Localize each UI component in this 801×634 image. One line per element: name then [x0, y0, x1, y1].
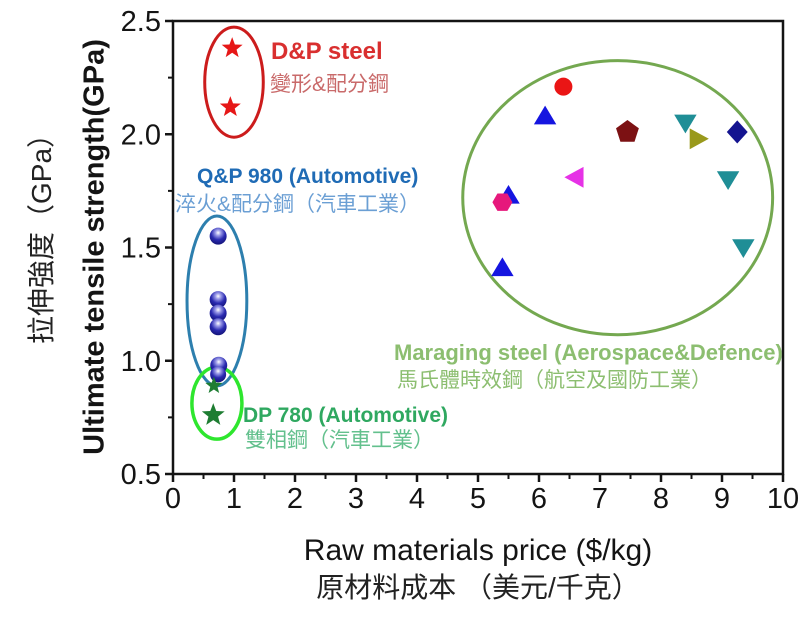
marker-d-p-steel-star	[221, 37, 243, 58]
x-axis-title: Raw materials price ($/kg)	[303, 534, 653, 567]
annotation-dp-steel: D&P steel	[271, 38, 383, 65]
x-tick-label-5: 5	[470, 483, 486, 515]
marker-q-p-980-automotive-sphere	[210, 366, 227, 383]
marker-dp-780-automotive-star	[201, 403, 225, 425]
marker-maraging-steel-aerospace-defence-triangle-down	[674, 114, 697, 134]
marker-maraging-steel-aerospace-defence-triangle-up	[491, 257, 514, 277]
annotation-dp780: DP 780 (Automotive)	[243, 404, 448, 427]
marker-maraging-steel-aerospace-defence-triangle-right	[689, 128, 709, 150]
x-tick-label-10: 10	[767, 483, 799, 515]
group-ellipse-dp-steel	[203, 25, 265, 139]
marker-maraging-steel-aerospace-defence-circle	[554, 77, 573, 96]
y-tick-label-0.5: 0.5	[121, 459, 161, 491]
y-tick-label-2.0: 2.0	[121, 119, 161, 151]
marker-q-p-980-automotive-sphere	[209, 304, 227, 322]
x-tick-label-7: 7	[592, 483, 608, 515]
x-tick-label-2: 2	[287, 483, 303, 515]
marker-d-p-steel-star	[219, 96, 241, 116]
x-axis-title-chinese: 原材料成本 （美元/千克）	[316, 572, 640, 603]
annotation-dp780-chinese: 雙相鋼（汽車工業）	[245, 429, 434, 452]
annotation-dp-steel-chinese: 變形&配分鋼	[270, 73, 390, 96]
marker-maraging-steel-aerospace-defence-triangle-up	[533, 105, 557, 125]
annotation-maraging-chinese: 馬氏體時效鋼（航空及國防工業）	[397, 369, 712, 392]
annotation-qp980: Q&P 980 (Automotive)	[197, 165, 419, 188]
x-tick-label-8: 8	[653, 483, 669, 515]
x-tick-label-3: 3	[348, 483, 364, 515]
marker-dp-780-automotive-star	[205, 376, 223, 393]
x-tick-label-4: 4	[409, 483, 425, 515]
group-ellipse-maraging-steel	[461, 59, 775, 337]
axes-frame-layer: 0 1 2 3 4 5 6 7 8 9 10 0.5 1.0 1.5 2.0 2.5	[121, 6, 799, 515]
x-tick-label-1: 1	[226, 483, 242, 515]
y-tick-label-1.5: 1.5	[121, 233, 161, 265]
annotation-maraging: Maraging steel (Aerospace&Defence)	[394, 340, 783, 365]
marker-maraging-steel-aerospace-defence-triangle-left	[564, 166, 584, 188]
y-tick-label-1.0: 1.0	[121, 346, 161, 378]
y-axis-title: Ultimate tensile strength(GPa)	[78, 39, 111, 455]
marker-q-p-980-automotive-sphere	[209, 318, 227, 336]
marker-q-p-980-automotive-sphere	[209, 291, 227, 309]
x-tick-label-0: 0	[165, 483, 181, 515]
annotation-qp980-chinese: 淬火&配分鋼（汽車工業）	[175, 193, 421, 216]
marker-maraging-steel-aerospace-defence-triangle-down	[732, 239, 755, 258]
marker-maraging-steel-aerospace-defence-diamond	[726, 120, 748, 144]
marker-q-p-980-automotive-sphere	[209, 227, 227, 245]
y-axis-title-chinese: 拉伸強度（GPa）	[25, 119, 57, 345]
marker-maraging-steel-aerospace-defence-hexagon	[492, 193, 513, 211]
marker-maraging-steel-aerospace-defence-triangle-down	[716, 171, 740, 190]
marker-maraging-steel-aerospace-defence-pentagon	[616, 119, 639, 142]
y-tick-label-2.5: 2.5	[121, 6, 161, 38]
group-ellipses-layer	[185, 25, 775, 441]
x-tick-label-9: 9	[714, 483, 730, 515]
x-tick-label-6: 6	[531, 483, 547, 515]
data-markers-layer	[201, 37, 755, 425]
